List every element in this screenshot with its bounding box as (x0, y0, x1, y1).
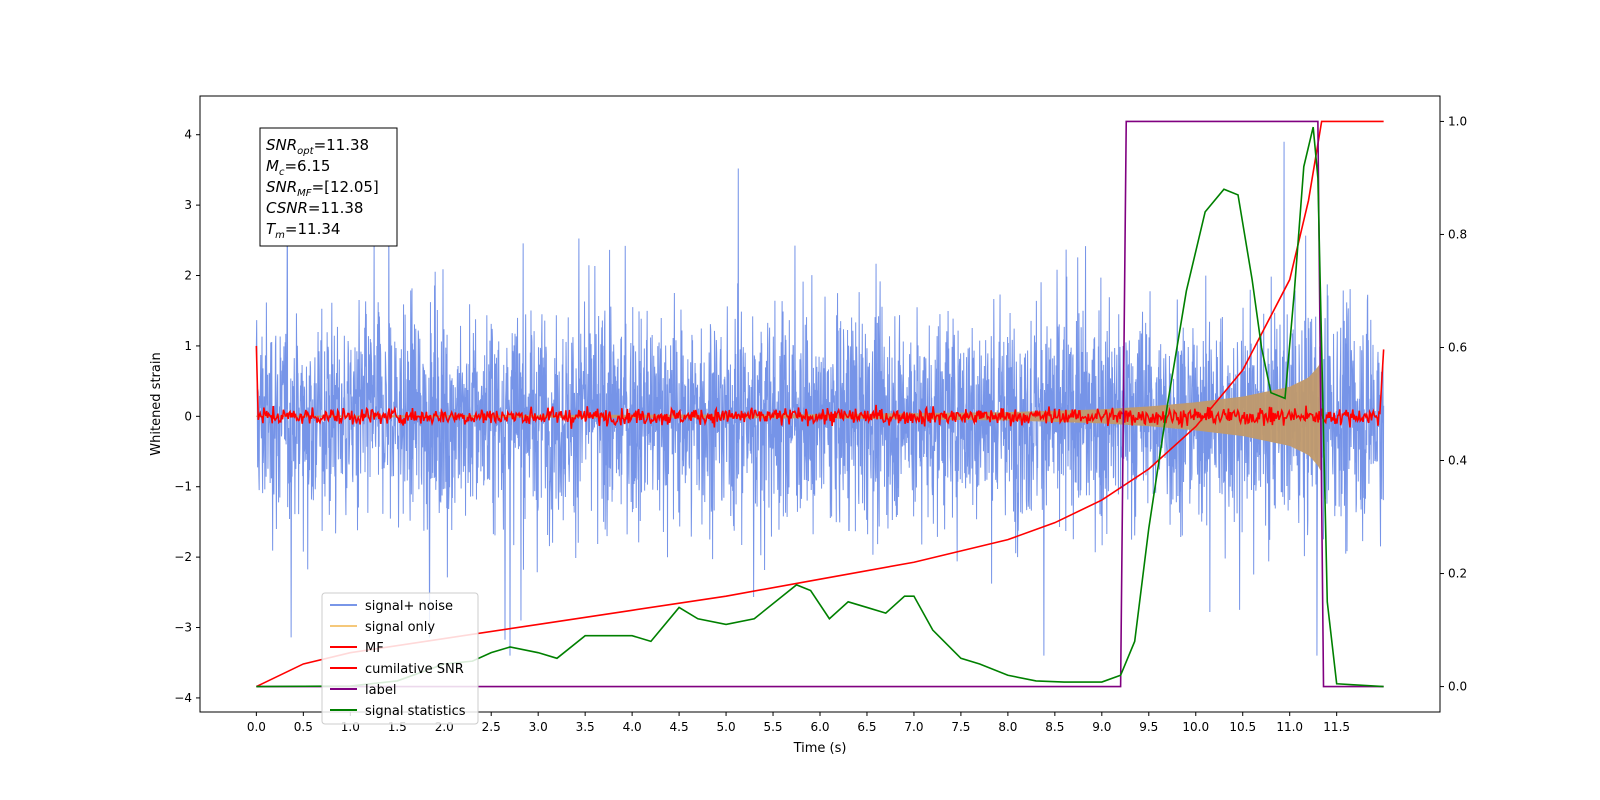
legend: signal+ noise signal only MF cumilative SNR… (321, 592, 479, 725)
y-axis-ticks: 4 3 2 1 0 −1 −2 −3 −4 (174, 128, 200, 705)
legend-label: signal+ noise (365, 599, 453, 614)
x-tick-label: 8.0 (998, 720, 1017, 734)
x-tick-label: 11.0 (1276, 720, 1303, 734)
x-tick-label: 11.5 (1323, 720, 1350, 734)
x-tick-label: 10.5 (1229, 720, 1256, 734)
x-tick-label: 6.0 (810, 720, 829, 734)
legend-label: MF (365, 641, 384, 656)
x-tick-label: 10.0 (1182, 720, 1209, 734)
x-tick-label: 5.5 (763, 720, 782, 734)
annotation-line: CSNR=11.38 (266, 199, 363, 217)
legend-label: signal statistics (365, 704, 466, 719)
y2-axis-ticks: 1.0 0.8 0.6 0.4 0.2 0.0 (1440, 114, 1467, 694)
x-tick-label: 7.5 (951, 720, 970, 734)
legend-frame (321, 592, 479, 725)
y-axis-label: Whitened strain (149, 352, 164, 455)
x-axis-ticks: 0.0 0.5 1.0 1.5 2.0 2.5 3.0 3.5 4.0 4.5 5.0 5.5 6.0 6… (247, 712, 1350, 734)
y-tick-label: 2 (184, 269, 192, 283)
x-tick-label: 2.5 (482, 720, 501, 734)
annotation-line: SNRMF=[12.05] (266, 178, 379, 199)
legend-label: label (365, 683, 396, 698)
y2-tick-label: 1.0 (1448, 114, 1467, 128)
parameter-annotation-box: SNRopt=11.38Mc=6.15SNRMF=[12.05]CSNR=11.… (259, 127, 398, 247)
y-tick-label: 0 (184, 409, 192, 423)
annotation-line: Tm=11.34 (266, 220, 340, 241)
x-tick-label: 9.5 (1139, 720, 1158, 734)
series-label-line (256, 120, 1384, 688)
legend-label: signal only (365, 620, 435, 635)
y-tick-label: −2 (174, 550, 192, 564)
x-tick-label: 4.5 (670, 720, 689, 734)
x-tick-label: 0.5 (294, 720, 313, 734)
x-tick-label: 3.0 (529, 720, 548, 734)
x-tick-label: 5.0 (717, 720, 736, 734)
x-tick-label: 3.5 (576, 720, 595, 734)
x-tick-label: 4.0 (623, 720, 642, 734)
x-tick-label: 7.0 (904, 720, 923, 734)
x-tick-label: 0.0 (247, 720, 266, 734)
y-tick-label: −4 (174, 691, 192, 705)
y-tick-label: 3 (184, 198, 192, 212)
x-tick-label: 6.5 (857, 720, 876, 734)
annotation-line: SNRopt=11.38 (266, 136, 369, 157)
y2-tick-label: 0.0 (1448, 680, 1467, 694)
y-tick-label: 1 (184, 339, 192, 353)
legend-label: cumilative SNR (365, 662, 464, 677)
annotation-line: Mc=6.15 (266, 157, 330, 178)
annotation-box-frame (259, 127, 398, 247)
series-signal-statistics-line (256, 126, 1384, 688)
y2-tick-label: 0.4 (1448, 454, 1467, 468)
y2-tick-label: 0.2 (1448, 567, 1467, 581)
y2-tick-label: 0.6 (1448, 340, 1467, 354)
y-tick-label: 4 (184, 128, 192, 142)
x-tick-label: 9.0 (1092, 720, 1111, 734)
y2-tick-label: 0.8 (1448, 227, 1467, 241)
y-tick-label: −3 (174, 621, 192, 635)
y-tick-label: −1 (174, 480, 192, 494)
x-axis-label: Time (s) (793, 741, 847, 756)
series-mf-line (255, 345, 1385, 429)
x-tick-label: 8.5 (1045, 720, 1064, 734)
